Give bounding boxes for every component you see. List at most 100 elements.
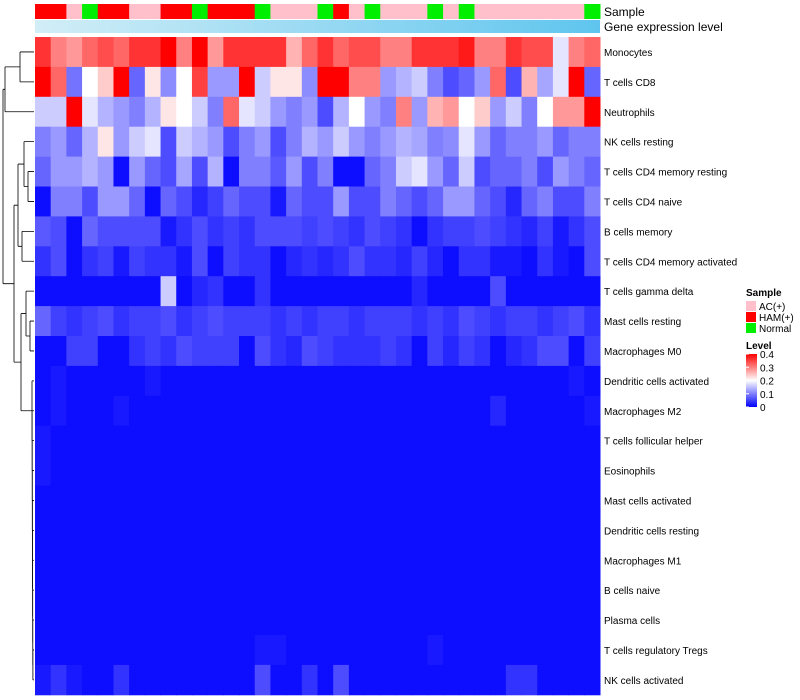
heatmap-cell <box>286 545 303 576</box>
heatmap-cell <box>348 605 366 636</box>
heatmap-cell <box>395 216 413 247</box>
row-label: Dendritic cells resting <box>604 526 699 537</box>
heatmap-cell <box>474 66 491 98</box>
heatmap-cell <box>317 96 334 128</box>
heatmap-cell <box>207 66 224 98</box>
heatmap-cell <box>270 306 287 337</box>
heatmap-cell <box>537 575 554 606</box>
heatmap-cell <box>144 306 162 337</box>
heatmap-cell <box>537 216 554 247</box>
heatmap-cell <box>66 306 83 337</box>
heatmap-cell <box>191 635 209 666</box>
heatmap-cell <box>568 575 585 606</box>
heatmap-cell <box>35 126 52 158</box>
heatmap-cell <box>364 455 381 486</box>
heatmap-cell <box>521 605 538 636</box>
heatmap-cell <box>458 66 475 98</box>
heatmap-cell <box>35 306 52 337</box>
heatmap-cell <box>144 126 162 158</box>
heatmap-cell <box>395 455 413 486</box>
heatmap-cell <box>443 37 460 68</box>
heatmap-cell <box>35 365 52 397</box>
heatmap-cell <box>176 575 193 606</box>
heatmap-cell <box>239 664 256 696</box>
heatmap-cell <box>427 306 444 337</box>
heatmap-cell <box>286 246 303 277</box>
heatmap-cell <box>443 575 460 606</box>
sample-annotation-cell <box>176 4 193 19</box>
heatmap-cell <box>176 365 193 397</box>
heatmap-cell <box>584 515 601 546</box>
heatmap-cell <box>584 395 601 427</box>
heatmap-cell <box>521 246 538 277</box>
heatmap-cell <box>380 96 397 128</box>
heatmap-cell <box>301 216 318 247</box>
sample-annotation-cell <box>301 4 318 19</box>
heatmap-cell <box>66 156 83 187</box>
heatmap-cell <box>427 37 444 68</box>
heatmap-cell <box>129 425 146 457</box>
heatmap-cell <box>50 365 67 397</box>
heatmap-cell <box>474 664 491 696</box>
heatmap-cell <box>160 605 177 636</box>
heatmap-cell <box>552 635 570 666</box>
heatmap-cell <box>144 575 162 606</box>
heatmap-cell <box>301 515 318 546</box>
heatmap-cell <box>160 455 177 486</box>
heatmap-cell <box>176 246 193 277</box>
heatmap-cell <box>239 395 256 427</box>
heatmap-cell <box>537 126 554 158</box>
heatmap-cell <box>443 186 460 217</box>
heatmap-cell <box>333 365 350 397</box>
heatmap-cell <box>207 575 224 606</box>
sample-annotation-cell <box>97 4 114 19</box>
heatmap-cell <box>239 126 256 158</box>
heatmap-cell <box>490 425 507 457</box>
heatmap-cell <box>490 515 507 546</box>
heatmap-cell <box>144 66 162 98</box>
heatmap-cell <box>537 635 554 666</box>
heatmap-cell <box>207 455 224 486</box>
heatmap-cell <box>160 395 177 427</box>
heatmap-cell <box>207 216 224 247</box>
heatmap-cell <box>301 425 318 457</box>
heatmap-cell <box>505 216 523 247</box>
heatmap-cell <box>474 37 491 68</box>
heatmap-cell <box>364 276 381 307</box>
heatmap-cell <box>191 336 209 367</box>
heatmap-cell <box>82 276 99 307</box>
heatmap-cell <box>66 635 83 666</box>
heatmap-cell <box>380 336 397 367</box>
row-label: B cells memory <box>604 227 672 238</box>
heatmap-cell <box>144 425 162 457</box>
heatmap-cell <box>521 156 538 187</box>
heatmap-cell <box>97 156 114 187</box>
heatmap-cell <box>552 186 570 217</box>
heatmap-cell <box>443 276 460 307</box>
heatmap-cell <box>537 186 554 217</box>
level-legend-tick-label: 0.1 <box>760 390 774 401</box>
heatmap-cell <box>223 545 240 576</box>
heatmap-cell <box>348 246 366 277</box>
heatmap-cell <box>97 515 114 546</box>
sample-annotation-cell <box>333 4 350 19</box>
heatmap-cell <box>427 66 444 98</box>
heatmap-cell <box>427 485 444 516</box>
heatmap-cell <box>207 96 224 128</box>
heatmap-cell <box>270 575 287 606</box>
heatmap-cell <box>348 545 366 576</box>
heatmap-cell <box>254 276 271 307</box>
heatmap-cell <box>50 515 67 546</box>
heatmap-cell <box>97 635 114 666</box>
heatmap-cell <box>286 216 303 247</box>
heatmap-cell <box>411 605 428 636</box>
heatmap-cell <box>364 96 381 128</box>
heatmap-cell <box>270 365 287 397</box>
heatmap-cell <box>333 306 350 337</box>
heatmap-cell <box>521 575 538 606</box>
heatmap-cell <box>317 336 334 367</box>
heatmap-cell <box>191 515 209 546</box>
heatmap-cell <box>474 395 491 427</box>
heatmap-cell <box>505 126 523 158</box>
